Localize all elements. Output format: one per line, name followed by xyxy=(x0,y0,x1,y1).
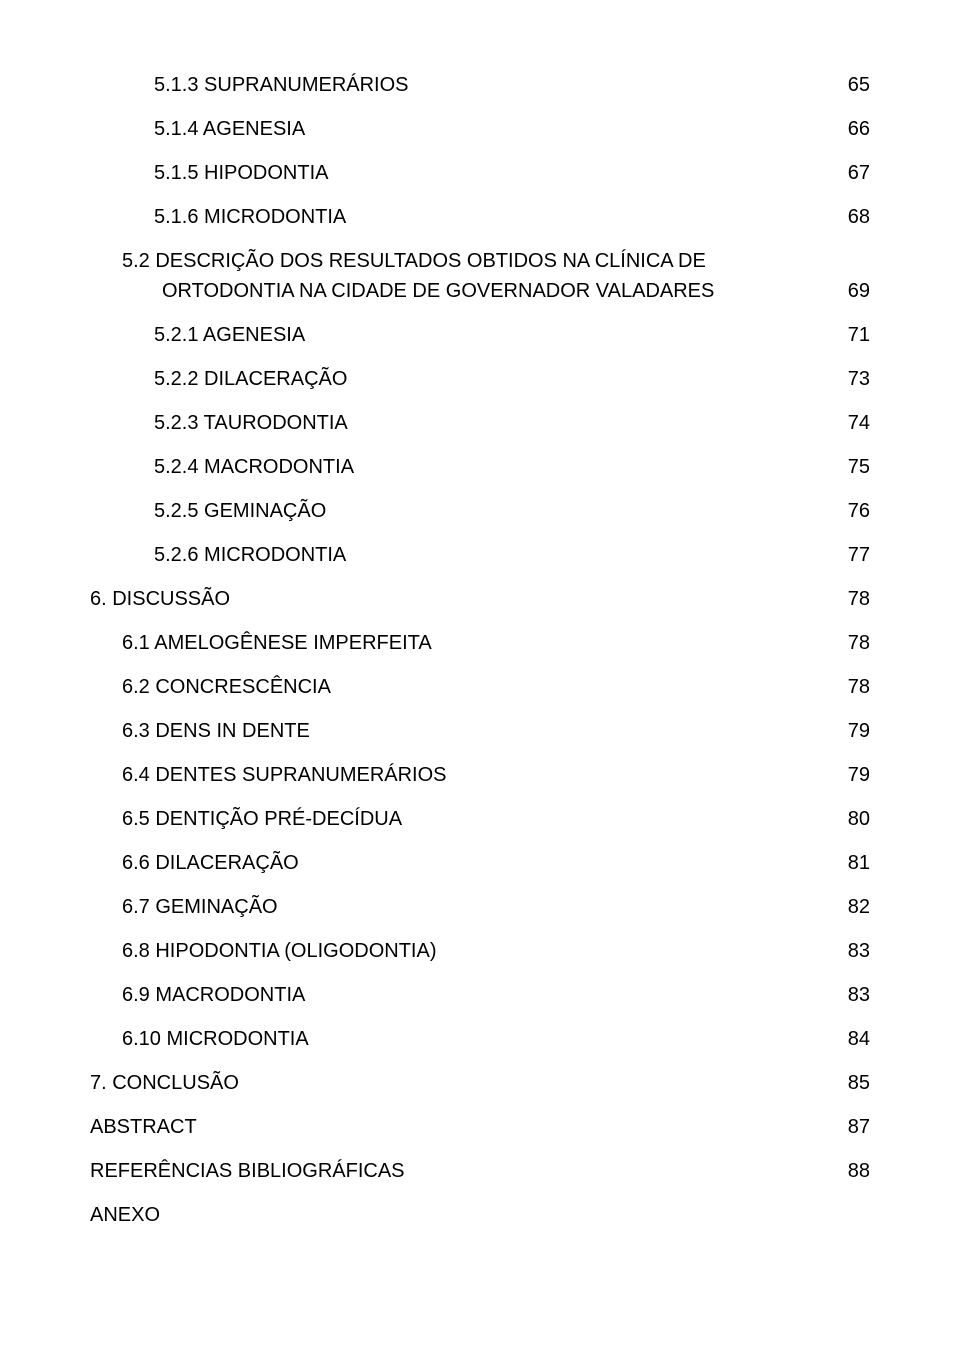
toc-entry-page: 78 xyxy=(830,672,870,702)
toc-entry: 5.2.5 GEMINAÇÃO76 xyxy=(90,496,870,526)
toc-entry: 6.2 CONCRESCÊNCIA78 xyxy=(90,672,870,702)
toc-entry-label: 6.6 DILACERAÇÃO xyxy=(90,848,830,878)
toc-entry: 6.3 DENS IN DENTE79 xyxy=(90,716,870,746)
toc-entry-label: 7. CONCLUSÃO xyxy=(90,1068,830,1098)
toc-entry: 5.1.4 AGENESIA66 xyxy=(90,114,870,144)
toc-entry: 6.7 GEMINAÇÃO82 xyxy=(90,892,870,922)
toc-entry-page: 81 xyxy=(830,848,870,878)
toc-entry-label: 5.2.1 AGENESIA xyxy=(90,320,830,350)
toc-entry-label: 6.9 MACRODONTIA xyxy=(90,980,830,1010)
toc-entry-label: 5.1.3 SUPRANUMERÁRIOS xyxy=(90,70,830,100)
toc-entry-page: 82 xyxy=(830,892,870,922)
toc-entry-label: 6.4 DENTES SUPRANUMERÁRIOS xyxy=(90,760,830,790)
toc-entry-page: 80 xyxy=(830,804,870,834)
toc-entry: ANEXO xyxy=(90,1200,870,1230)
toc-entry: 7. CONCLUSÃO85 xyxy=(90,1068,870,1098)
toc-entry-label: 5.1.4 AGENESIA xyxy=(90,114,830,144)
toc-entry-label: 6.8 HIPODONTIA (OLIGODONTIA) xyxy=(90,936,830,966)
toc-entry-label: 6.2 CONCRESCÊNCIA xyxy=(90,672,830,702)
toc-entry-page: 78 xyxy=(830,584,870,614)
toc-entry-page: 76 xyxy=(830,496,870,526)
toc-entry-page: 87 xyxy=(830,1112,870,1142)
toc-entry-page: 88 xyxy=(830,1156,870,1186)
toc-entry-page: 66 xyxy=(830,114,870,144)
toc-entry: 6.8 HIPODONTIA (OLIGODONTIA)83 xyxy=(90,936,870,966)
toc-entry-page: 83 xyxy=(830,936,870,966)
toc-entry-label: 5.2.3 TAURODONTIA xyxy=(90,408,830,438)
toc-entry-label-line2: ORTODONTIA NA CIDADE DE GOVERNADOR VALAD… xyxy=(122,276,810,306)
toc-entry: 5.2.3 TAURODONTIA74 xyxy=(90,408,870,438)
toc-entry-page: 85 xyxy=(830,1068,870,1098)
toc-entry-label: 6.7 GEMINAÇÃO xyxy=(90,892,830,922)
toc-entry: 6.10 MICRODONTIA84 xyxy=(90,1024,870,1054)
toc-entry: 5.2.4 MACRODONTIA75 xyxy=(90,452,870,482)
toc-entry-label: ABSTRACT xyxy=(90,1112,830,1142)
toc-entry-page: 73 xyxy=(830,364,870,394)
toc-entry-label: 5.2.5 GEMINAÇÃO xyxy=(90,496,830,526)
toc-entry-label: 6.5 DENTIÇÃO PRÉ-DECÍDUA xyxy=(90,804,830,834)
toc-entry-page: 71 xyxy=(830,320,870,350)
toc-entry-label: 5.1.5 HIPODONTIA xyxy=(90,158,830,188)
toc-entry-page: 83 xyxy=(830,980,870,1010)
toc-entry-label: 5.2 DESCRIÇÃO DOS RESULTADOS OBTIDOS NA … xyxy=(90,246,830,306)
toc-entry: 6.5 DENTIÇÃO PRÉ-DECÍDUA80 xyxy=(90,804,870,834)
toc-entry: 6.1 AMELOGÊNESE IMPERFEITA78 xyxy=(90,628,870,658)
toc-entry: 5.2.2 DILACERAÇÃO73 xyxy=(90,364,870,394)
toc-entry: ABSTRACT87 xyxy=(90,1112,870,1142)
toc-entry: 6. DISCUSSÃO78 xyxy=(90,584,870,614)
toc-entry-label: 5.2.2 DILACERAÇÃO xyxy=(90,364,830,394)
toc-entry: 5.2.6 MICRODONTIA77 xyxy=(90,540,870,570)
table-of-contents: 5.1.3 SUPRANUMERÁRIOS655.1.4 AGENESIA665… xyxy=(90,70,870,1230)
toc-entry: 6.4 DENTES SUPRANUMERÁRIOS79 xyxy=(90,760,870,790)
toc-entry-label-line1: 5.2 DESCRIÇÃO DOS RESULTADOS OBTIDOS NA … xyxy=(122,246,810,276)
toc-entry: 6.6 DILACERAÇÃO81 xyxy=(90,848,870,878)
toc-entry: 5.1.3 SUPRANUMERÁRIOS65 xyxy=(90,70,870,100)
toc-entry-page: 68 xyxy=(830,202,870,232)
toc-entry-label: 6. DISCUSSÃO xyxy=(90,584,830,614)
toc-entry-page: 69 xyxy=(830,276,870,306)
toc-entry-page: 78 xyxy=(830,628,870,658)
toc-entry-label: 6.1 AMELOGÊNESE IMPERFEITA xyxy=(90,628,830,658)
toc-entry-label: 5.1.6 MICRODONTIA xyxy=(90,202,830,232)
toc-entry: REFERÊNCIAS BIBLIOGRÁFICAS88 xyxy=(90,1156,870,1186)
toc-entry-page: 65 xyxy=(830,70,870,100)
toc-entry-label: ANEXO xyxy=(90,1200,830,1230)
toc-entry: 5.1.5 HIPODONTIA67 xyxy=(90,158,870,188)
toc-entry: 5.1.6 MICRODONTIA68 xyxy=(90,202,870,232)
toc-entry-page: 75 xyxy=(830,452,870,482)
toc-entry-label: 5.2.6 MICRODONTIA xyxy=(90,540,830,570)
toc-entry-page: 79 xyxy=(830,760,870,790)
toc-entry-label: 6.3 DENS IN DENTE xyxy=(90,716,830,746)
toc-entry: 5.2 DESCRIÇÃO DOS RESULTADOS OBTIDOS NA … xyxy=(90,246,870,306)
toc-entry: 5.2.1 AGENESIA71 xyxy=(90,320,870,350)
toc-entry-label: 6.10 MICRODONTIA xyxy=(90,1024,830,1054)
toc-entry-label: 5.2.4 MACRODONTIA xyxy=(90,452,830,482)
toc-entry-page: 84 xyxy=(830,1024,870,1054)
toc-entry-page: 77 xyxy=(830,540,870,570)
toc-entry-page: 74 xyxy=(830,408,870,438)
toc-entry-label: REFERÊNCIAS BIBLIOGRÁFICAS xyxy=(90,1156,830,1186)
toc-entry: 6.9 MACRODONTIA83 xyxy=(90,980,870,1010)
toc-entry-page: 67 xyxy=(830,158,870,188)
toc-entry-page: 79 xyxy=(830,716,870,746)
